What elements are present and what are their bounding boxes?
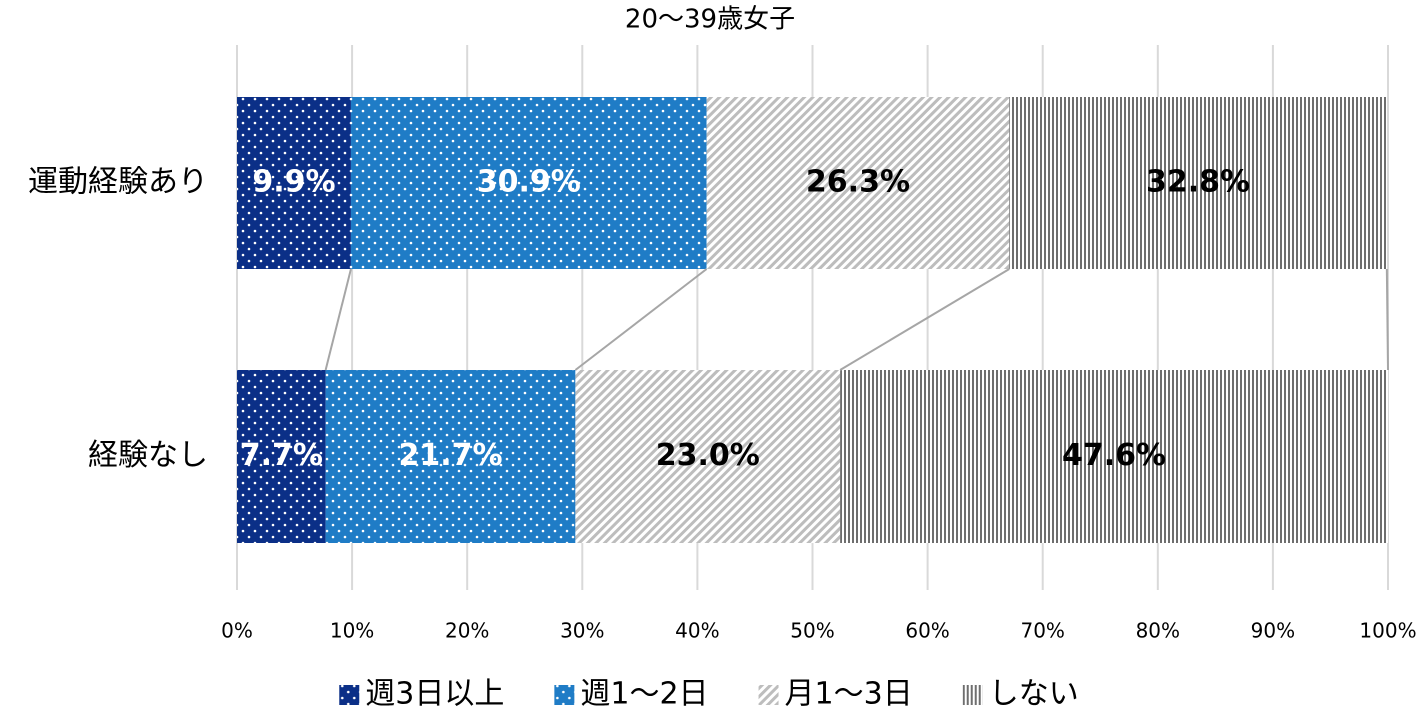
legend-swatch: [339, 685, 360, 705]
x-tick-label: 10%: [330, 619, 374, 643]
legend-swatch: [962, 685, 983, 705]
chart-title: 20～39歳女子: [625, 5, 795, 35]
bar-segment: [237, 97, 351, 269]
legend-label: 週1～2日: [580, 677, 708, 712]
value-label: 7.7%: [240, 438, 323, 473]
category-label: 運動経験あり: [28, 165, 208, 200]
legend-label: 週3日以上: [365, 677, 504, 712]
legend-item: 週3日以上: [339, 677, 504, 712]
x-tick-label: 30%: [560, 619, 604, 643]
value-label: 21.7%: [398, 438, 502, 473]
x-tick-label: 100%: [1359, 619, 1416, 643]
value-label: 32.8%: [1146, 165, 1250, 200]
value-label: 30.9%: [477, 165, 581, 200]
legend-label: 月1～3日: [785, 677, 913, 712]
series-line: [324, 268, 352, 371]
bar-segment: [237, 370, 326, 543]
bar-segment: [350, 97, 707, 269]
value-label: 9.9%: [252, 165, 335, 200]
series-line: [1385, 268, 1389, 371]
x-tick-label: 70%: [1020, 619, 1064, 643]
value-label: 23.0%: [656, 438, 760, 473]
value-label: 47.6%: [1062, 438, 1166, 473]
legend-swatch: [554, 685, 575, 705]
bar-segment: [706, 97, 1010, 269]
bar-segment: [1009, 97, 1387, 269]
legend-item: 月1～3日: [758, 677, 913, 712]
x-tick-label: 90%: [1251, 619, 1295, 643]
bar-segment: [325, 370, 576, 543]
bar-segment: [840, 370, 1388, 543]
legend-label: しない: [989, 677, 1079, 712]
legend-item: 週1～2日: [554, 677, 709, 712]
series-line: [574, 268, 708, 371]
x-tick-label: 20%: [445, 619, 489, 643]
x-tick-label: 50%: [790, 619, 834, 643]
value-label: 26.3%: [806, 165, 910, 200]
legend-swatch: [758, 685, 779, 705]
series-line: [839, 268, 1010, 371]
category-label: 経験なし: [88, 438, 208, 473]
x-tick-label: 40%: [675, 619, 719, 643]
x-tick-label: 60%: [905, 619, 949, 643]
x-tick-label: 80%: [1136, 619, 1180, 643]
legend-item: しない: [962, 677, 1079, 712]
x-tick-label: 0%: [221, 619, 253, 643]
bar-segment: [575, 370, 841, 543]
